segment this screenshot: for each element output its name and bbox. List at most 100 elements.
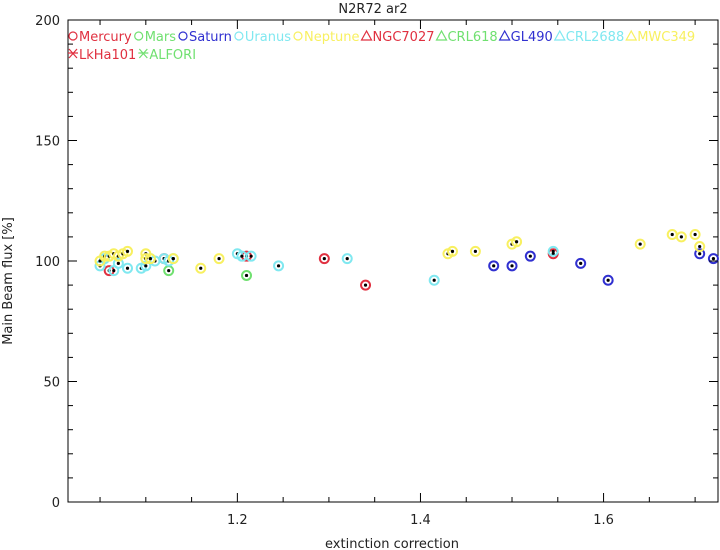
data-point-ring [707,253,719,265]
data-point-uranus [341,253,353,265]
data-point-uranus [245,250,257,262]
legend-item-saturn: Saturn [178,30,232,45]
x-tick-label: 1.4 [410,513,431,528]
legend-triangle-marker [435,29,448,41]
data-point-ring [575,257,587,269]
data-point-ring [318,253,330,265]
data-point-ring [360,279,372,291]
data-point-dot [171,256,175,261]
legend-item-crl2688: CRL2688 [553,29,624,45]
data-point-neptune [195,262,207,274]
legend-triangle-marker [498,29,511,41]
data-point-saturn [694,248,706,260]
data-point-ring [341,253,353,265]
data-point-ring [112,257,124,269]
data-point-neptune [469,245,481,257]
data-point-dot [112,269,116,273]
data-point-dot [345,256,349,261]
data-point-neptune [122,245,134,257]
data-point-dot [199,266,203,270]
data-point-dot [322,256,326,261]
data-point-dot [249,254,253,258]
data-point-dot [579,261,583,266]
data-point-dot [432,278,436,282]
data-point-uranus [112,257,124,269]
data-point-ring [273,260,285,272]
data-point-ring [602,274,614,286]
data-point-ring [122,262,134,274]
data-point-neptune [447,245,459,257]
legend-item-crl618: CRL618 [435,29,498,45]
data-point-ring [447,245,459,257]
data-point-neptune [213,253,225,265]
legend-item-uranus: Uranus [234,30,291,45]
legend-triangle-marker [360,29,373,41]
y-tick-label: 50 [43,376,60,391]
legend-item-mercury: Mercury [68,30,132,45]
data-point-dot [244,273,249,278]
data-point-dot [450,249,455,253]
legend-item-ngc7027: NGC7027 [360,29,435,45]
y-tick-label: 100 [35,255,60,270]
data-point-ring [547,245,559,257]
data-point-ring [694,241,706,253]
data-point-neptune [167,253,179,265]
data-point-saturn [488,260,500,272]
data-point-neptune [689,228,701,240]
legend-item-mwc349: MWC349 [625,29,695,45]
data-point-saturn [575,257,587,269]
data-point-ring [634,238,646,250]
data-point-uranus [122,262,134,274]
data-point-dot [514,240,519,244]
legend-label: Uranus [245,30,291,45]
legend-triangle-marker [553,29,566,41]
chart-title: N2R72 ar2 [338,2,407,17]
data-point-saturn [707,253,719,265]
data-point-dot [510,264,514,268]
data-point-dot [711,256,716,261]
data-point-dot [125,249,130,253]
legend-label: Neptune [304,30,360,45]
legend-label: GL490 [511,30,553,45]
data-point-mars [163,265,175,277]
data-point-dot [551,252,555,256]
legend-circle-marker [134,31,144,41]
data-point-dot [240,254,244,258]
data-point-uranus [547,245,559,257]
legend-item-gl490: GL490 [498,29,553,45]
data-point-dot [693,232,697,237]
data-point-dot [492,264,496,268]
data-point-uranus [428,274,440,286]
data-point-ring [469,245,481,257]
legend-label: MWC349 [637,30,695,45]
legend-item-alfori: ALFORI [138,48,196,63]
data-point-ring [675,231,687,243]
data-point-ring [241,269,253,281]
data-point-dot [167,269,171,273]
y-tick-label: 200 [35,14,60,29]
legend-label: Saturn [189,30,232,45]
data-point-ring [428,274,440,286]
data-point-dot [98,259,102,263]
y-tick-label: 150 [35,135,60,150]
plot-frame [67,19,719,503]
data-point-dot [144,264,148,268]
data-point-dot [276,264,281,268]
data-point-ring [689,228,701,240]
data-point-dot [217,256,221,261]
legend-circle-marker [178,31,188,41]
data-point-mars [241,269,253,281]
data-point-uranus [273,260,285,272]
data-points [94,228,719,291]
x-tick-label: 1.6 [593,513,614,528]
data-point-ring [694,248,706,260]
axes: 1.2 1.4 1.6 0 50 100 150 200 [35,14,718,528]
data-point-dot [606,278,610,282]
data-point-ring [524,250,536,262]
data-point-ring [122,245,134,257]
data-point-dot [473,249,477,253]
data-point-neptune [634,238,646,250]
legend-triangle-marker [625,29,638,41]
legend-star-marker [68,48,78,59]
